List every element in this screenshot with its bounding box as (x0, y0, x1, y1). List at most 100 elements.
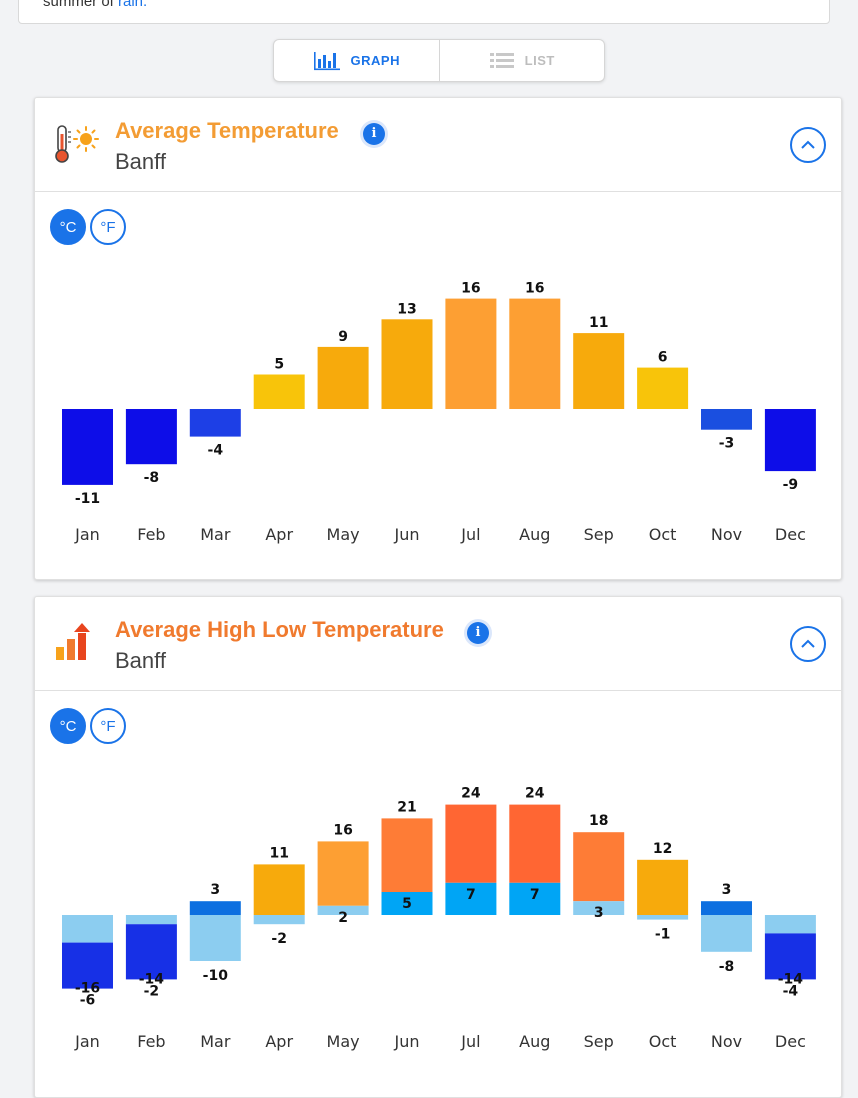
collapse-button[interactable] (790, 127, 826, 163)
month-label: Jan (74, 1032, 100, 1051)
view-toggle: GRAPH LIST (273, 39, 605, 82)
high-value-label: -4 (783, 983, 799, 999)
value-label: -11 (75, 491, 100, 507)
value-label: 6 (658, 350, 668, 366)
month-label: Dec (775, 525, 806, 544)
high-value-label: 12 (653, 841, 672, 857)
chevron-up-icon (801, 140, 815, 149)
value-label: -3 (719, 436, 735, 452)
location-name: Banff (115, 648, 166, 673)
low-bar-oct (637, 915, 689, 920)
high-value-label: 18 (589, 813, 608, 829)
high-value-label: 11 (269, 845, 288, 861)
month-label: Jul (460, 525, 480, 544)
celsius-button[interactable]: °C (50, 209, 86, 245)
value-label: -9 (783, 477, 799, 493)
low-bar-jul (445, 882, 497, 915)
average-high-low-chart: -6-16Jan-2-14Feb3-10Mar11-2Apr162May215J… (62, 786, 816, 1051)
high-value-label: 16 (333, 822, 352, 838)
high-value-label: 3 (722, 882, 732, 898)
low-bar-jun (381, 892, 433, 915)
low-value-label: -14 (778, 971, 804, 987)
high-bar-sep (573, 832, 625, 902)
bar-nov (701, 409, 752, 430)
month-label: Nov (711, 525, 742, 544)
high-bar-feb (125, 915, 177, 925)
graph-view-button[interactable]: GRAPH (274, 40, 439, 81)
month-label: Oct (649, 1032, 677, 1051)
month-label: Mar (200, 525, 231, 544)
bar-jul (445, 298, 497, 409)
value-label: 9 (338, 329, 348, 345)
high-bar-apr (253, 864, 305, 915)
high-value-label: 24 (461, 786, 481, 802)
month-label: Mar (200, 1032, 231, 1051)
high-bar-may (317, 841, 369, 906)
celsius-button[interactable]: °C (50, 708, 86, 744)
low-value-label: 7 (530, 887, 540, 903)
bar-apr (253, 374, 305, 409)
low-value-label: -16 (75, 981, 100, 997)
bar-jan (62, 409, 113, 485)
high-value-label: 3 (210, 882, 220, 898)
high-bar-dec (764, 915, 816, 934)
snippet-link[interactable]: rain. (118, 0, 148, 10)
month-label: Dec (775, 1032, 806, 1051)
high-value-label: -2 (144, 983, 160, 999)
low-bar-may (317, 905, 369, 915)
low-value-label: 3 (594, 905, 604, 921)
previous-card-fragment: summer of rain. (18, 0, 830, 24)
month-label: Aug (519, 525, 550, 544)
high-bar-jun (381, 818, 433, 892)
previous-card-text: summer of rain. (43, 0, 147, 10)
rising-bars-icon (56, 623, 90, 660)
low-value-label: -14 (139, 971, 165, 987)
bar-jun (381, 319, 433, 409)
average-high-low-card: Average High Low Temperature Banff i °C … (34, 596, 842, 1098)
value-label: -4 (208, 443, 224, 459)
month-label: Aug (519, 1032, 550, 1051)
fahrenheit-button[interactable]: °F (90, 708, 126, 744)
low-bar-sep (573, 901, 625, 915)
low-value-label: -1 (655, 927, 671, 943)
low-bar-feb (125, 924, 177, 980)
month-label: Jul (460, 1032, 480, 1051)
high-value-label: -6 (80, 993, 96, 1009)
low-bar-mar (189, 915, 241, 961)
value-label: 13 (397, 301, 416, 317)
bar-sep (573, 333, 625, 409)
bar-dec (764, 409, 816, 472)
low-bar-apr (253, 915, 305, 925)
low-value-label: -10 (203, 968, 229, 984)
bar-may (317, 346, 369, 409)
month-label: Apr (265, 525, 293, 544)
bar-feb (125, 409, 177, 465)
month-label: Nov (711, 1032, 742, 1051)
low-bar-nov (701, 915, 752, 952)
low-value-label: 2 (338, 910, 348, 926)
high-bar-oct (637, 859, 689, 915)
low-value-label: -2 (271, 931, 287, 947)
month-label: Apr (265, 1032, 293, 1051)
collapse-button[interactable] (790, 626, 826, 662)
chevron-up-icon (801, 639, 815, 648)
unit-switch: °C °F (50, 209, 126, 245)
month-label: Jun (394, 1032, 420, 1051)
location-name: Banff (115, 149, 166, 174)
low-bar-jan (62, 942, 113, 989)
month-label: May (327, 1032, 360, 1051)
average-temperature-card: Average Temperature Banff i °C °F -11 Jan… (34, 97, 842, 580)
info-icon[interactable]: i (363, 123, 385, 145)
value-label: 16 (525, 281, 544, 297)
value-label: 11 (589, 315, 608, 331)
fahrenheit-button[interactable]: °F (90, 209, 126, 245)
bar-aug (509, 298, 561, 409)
list-view-button[interactable]: LIST (438, 40, 605, 81)
low-value-label: 5 (402, 896, 412, 912)
high-bar-jan (62, 915, 113, 943)
month-label: Feb (137, 525, 165, 544)
list-label: LIST (524, 53, 555, 68)
info-icon[interactable]: i (467, 622, 489, 644)
month-label: Sep (584, 525, 614, 544)
month-label: Jun (394, 525, 420, 544)
